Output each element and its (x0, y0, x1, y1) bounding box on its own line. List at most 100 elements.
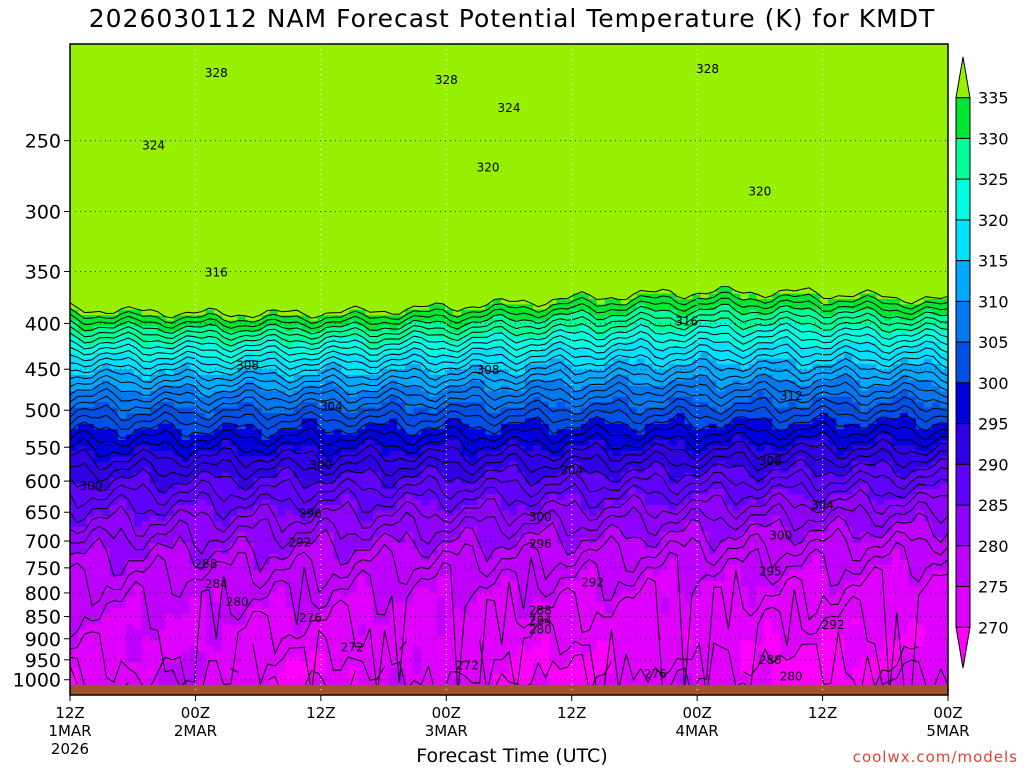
theta-cell (349, 98, 358, 105)
theta-cell (373, 185, 382, 192)
theta-cell (141, 412, 151, 419)
theta-cell (325, 65, 334, 72)
theta-cell (301, 521, 311, 528)
theta-cell (301, 412, 311, 419)
theta-cell (245, 261, 255, 267)
theta-cell (333, 49, 342, 56)
theta-cell (373, 190, 382, 197)
theta-cell (389, 353, 398, 360)
theta-cell (125, 212, 135, 219)
theta-cell (213, 206, 223, 213)
theta-cell (229, 326, 239, 333)
theta-cell (301, 82, 311, 88)
theta-cell (317, 532, 326, 539)
theta-cell (86, 288, 95, 295)
theta-cell (229, 391, 239, 398)
theta-cell (221, 239, 231, 246)
theta-cell (86, 581, 95, 588)
theta-cell (389, 640, 398, 647)
theta-cell (285, 315, 295, 322)
theta-cell (389, 543, 398, 550)
theta-cell (341, 65, 350, 72)
theta-cell (221, 418, 231, 425)
theta-cell (277, 201, 287, 208)
theta-cell (78, 613, 87, 620)
theta-cell (117, 195, 127, 202)
theta-cell (165, 380, 175, 387)
theta-cell (229, 532, 239, 539)
theta-cell (173, 613, 183, 620)
theta-cell (78, 402, 87, 409)
theta-cell (317, 646, 326, 653)
theta-cell (93, 304, 103, 311)
theta-cell (205, 179, 215, 186)
theta-cell (357, 450, 366, 457)
theta-cell (373, 60, 382, 67)
theta-cell (93, 152, 103, 159)
theta-cell (293, 559, 303, 566)
theta-cell (365, 71, 374, 78)
theta-cell (93, 309, 103, 316)
theta-cell (389, 581, 398, 588)
theta-cell (357, 282, 366, 289)
theta-cell (93, 640, 103, 647)
theta-cell (133, 255, 143, 262)
theta-cell (93, 293, 103, 300)
theta-cell (357, 472, 366, 479)
theta-cell (253, 271, 263, 278)
theta-cell (70, 364, 79, 371)
theta-cell (285, 554, 295, 560)
theta-cell (261, 499, 271, 506)
theta-cell (237, 266, 247, 273)
theta-cell (293, 488, 303, 495)
theta-cell (373, 217, 382, 224)
theta-cell (141, 277, 151, 284)
theta-cell (213, 190, 223, 197)
theta-cell (309, 380, 319, 387)
theta-cell (165, 423, 175, 430)
theta-cell (141, 168, 151, 175)
theta-cell (389, 478, 398, 484)
theta-cell (285, 586, 295, 593)
theta-cell (397, 315, 406, 322)
theta-cell (269, 163, 279, 170)
theta-cell (205, 87, 215, 94)
theta-cell (253, 304, 263, 311)
theta-cell (189, 239, 199, 246)
theta-cell (189, 543, 199, 550)
theta-cell (157, 277, 167, 284)
theta-cell (141, 635, 151, 642)
theta-cell (245, 71, 255, 78)
theta-cell (197, 412, 207, 419)
theta-cell (237, 488, 247, 495)
theta-cell (333, 174, 342, 181)
theta-cell (181, 629, 191, 636)
theta-cell (269, 109, 279, 116)
theta-cell (181, 130, 191, 137)
theta-cell (141, 233, 151, 240)
theta-cell (229, 190, 239, 197)
theta-cell (285, 157, 295, 164)
theta-cell (93, 499, 103, 506)
theta-cell (205, 543, 215, 550)
theta-cell (309, 60, 319, 67)
theta-cell (245, 559, 255, 566)
theta-cell (221, 532, 231, 539)
theta-cell (309, 239, 319, 246)
theta-cell (70, 635, 79, 642)
theta-cell (125, 136, 135, 143)
theta-cell (317, 326, 326, 333)
theta-cell (181, 141, 191, 148)
theta-cell (237, 239, 247, 246)
theta-cell (349, 277, 358, 284)
theta-cell (309, 190, 319, 197)
theta-cell (261, 212, 271, 219)
theta-cell (93, 136, 103, 143)
theta-cell (245, 223, 255, 229)
theta-cell (101, 266, 111, 273)
theta-cell (309, 114, 319, 121)
theta-cell (78, 271, 87, 278)
theta-cell (389, 92, 398, 99)
theta-cell (253, 315, 263, 322)
theta-cell (397, 114, 406, 121)
